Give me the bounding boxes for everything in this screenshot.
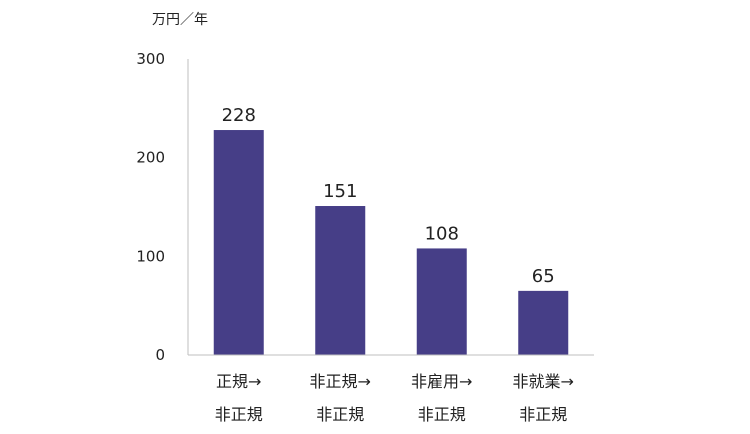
- x-tick-label-line1: 非雇用→: [411, 372, 472, 391]
- y-tick-label: 200: [136, 149, 165, 167]
- y-tick-label: 300: [136, 50, 165, 68]
- y-axis-unit-label: 万円／年: [152, 12, 208, 28]
- y-tick-label: 100: [136, 247, 165, 265]
- x-tick-label-line2: 非正規: [418, 405, 466, 424]
- x-tick-label-line2: 非正規: [316, 405, 364, 424]
- x-tick-label-line1: 正規→: [216, 372, 261, 391]
- bar: [315, 206, 366, 355]
- bar: [518, 290, 569, 355]
- data-label: 151: [323, 181, 357, 202]
- x-tick-label-line1: 非就業→: [513, 372, 574, 391]
- bar: [416, 248, 467, 355]
- data-label: 65: [532, 266, 555, 287]
- bar: [213, 130, 264, 355]
- x-tick-label-line2: 非正規: [215, 405, 263, 424]
- y-tick-label: 0: [155, 346, 165, 364]
- data-label: 108: [425, 223, 459, 244]
- data-label: 228: [222, 105, 256, 126]
- x-tick-label-line1: 非正規→: [310, 372, 371, 391]
- x-tick-label-line2: 非正規: [519, 405, 567, 424]
